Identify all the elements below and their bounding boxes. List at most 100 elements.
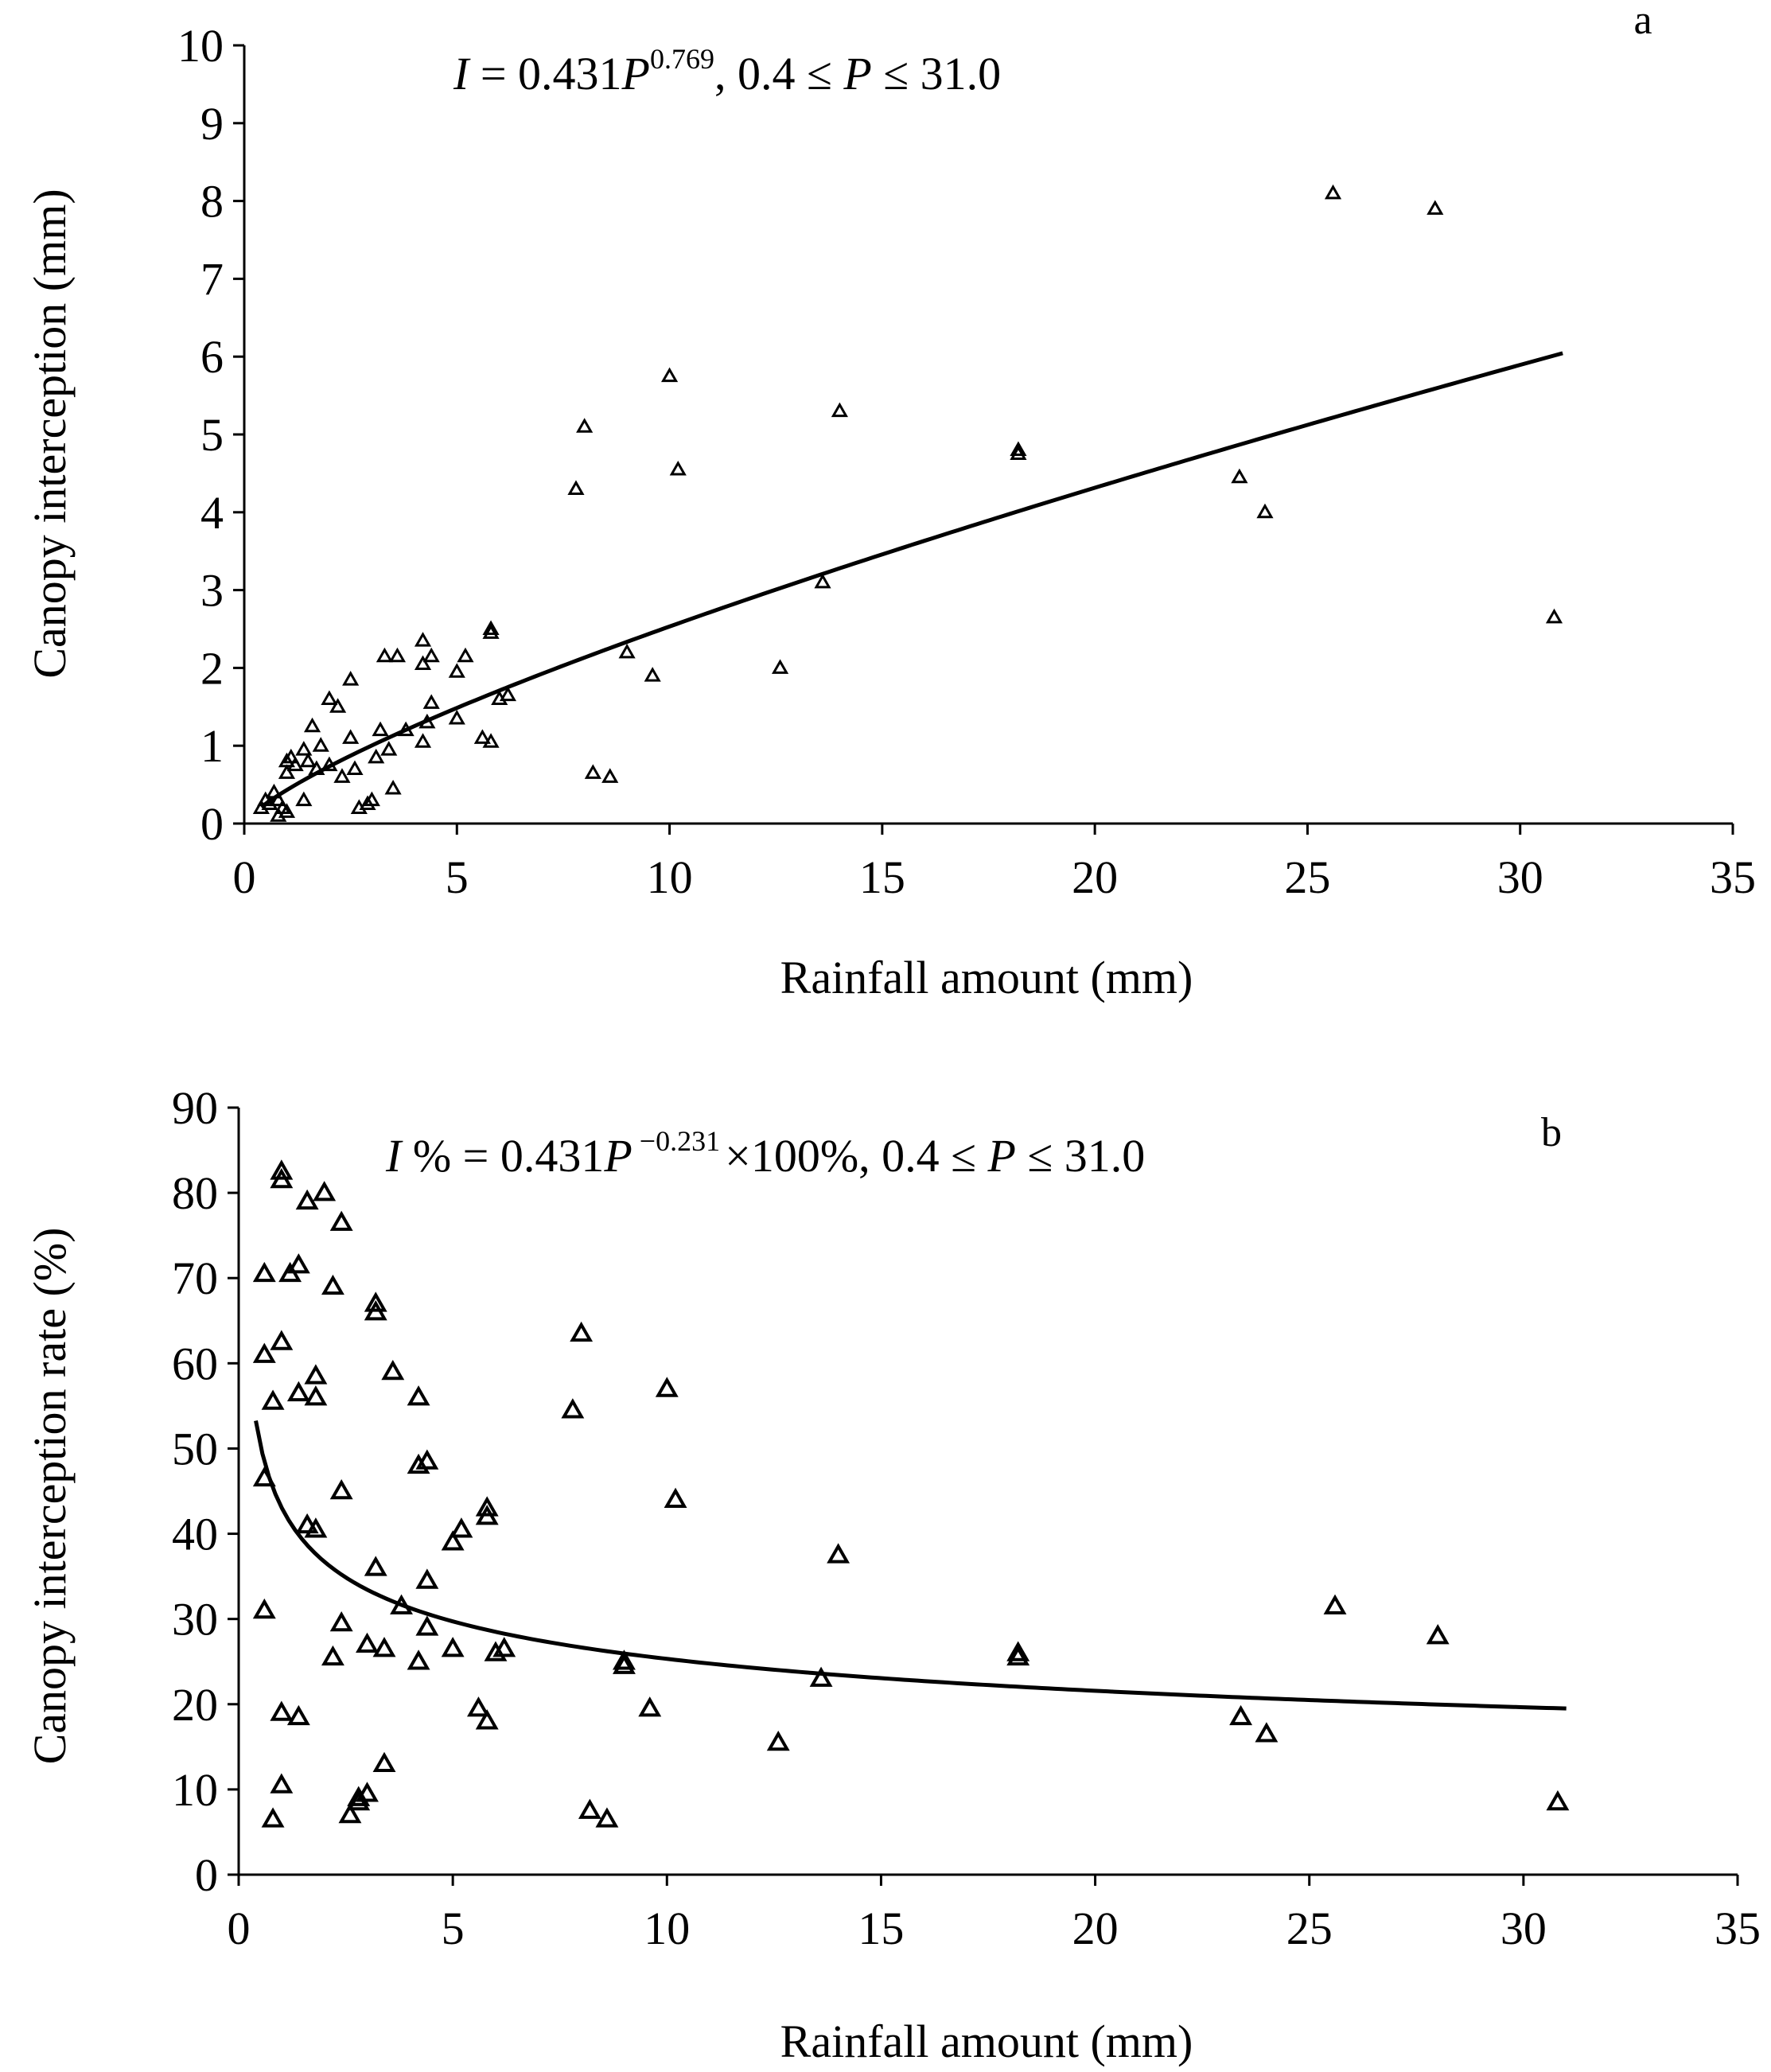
panel-a-fit-curve	[259, 351, 1563, 809]
panel-a-y-tick-label: 4	[200, 487, 224, 539]
panel-a-x-tick-label: 30	[1497, 851, 1543, 903]
panel-b-data-point	[304, 1385, 328, 1406]
panel-a-data-point	[448, 663, 465, 678]
panel-a-x-tick-label: 35	[1710, 851, 1756, 903]
panel-a-data-point	[372, 721, 389, 737]
panel-b-y-tick-label: 70	[172, 1252, 218, 1304]
panel-a-chart: a I = 0.431P0.769, 0.4 ≤ P ≤ 31.0 Rainfa…	[24, 0, 1756, 1003]
panel-b-data-point	[252, 1261, 276, 1283]
panel-b-data-point	[827, 1543, 850, 1564]
panel-b-data-point	[475, 1709, 499, 1730]
panel-a-label: a	[1633, 0, 1652, 43]
panel-b-data-point	[364, 1291, 387, 1312]
panel-b-x-tick-label: 25	[1286, 1903, 1333, 1954]
panel-b-data-point	[270, 1330, 294, 1350]
panel-b-data-point	[450, 1517, 473, 1538]
panel-b-data-point	[415, 1615, 439, 1636]
panel-a-data-point	[321, 690, 338, 706]
panel-a-x-tick-label: 5	[446, 851, 469, 903]
panel-a-data-point	[308, 760, 325, 776]
panel-a-y-tick-label: 1	[200, 720, 224, 772]
panel-b-data-point	[252, 1466, 276, 1487]
panel-b-data-point	[561, 1398, 585, 1419]
panel-a-x-axis-label: Rainfall amount (mm)	[780, 952, 1193, 1003]
panel-b-data-point	[1255, 1722, 1279, 1743]
panel-b-x-tick-label: 0	[228, 1903, 251, 1954]
panel-b-data-point	[415, 1449, 439, 1470]
panel-b-equation: I % = 0.431P −0.231 ×100%, 0.4 ≤ P ≤ 31.0	[385, 1125, 1145, 1182]
panel-a-y-tick-label: 0	[200, 798, 224, 850]
panel-a-data-point	[1256, 503, 1274, 519]
panel-a-data-point	[644, 667, 661, 682]
panel-b-x-tick-label: 35	[1715, 1903, 1761, 1954]
panel-b-label: b	[1541, 1110, 1562, 1155]
panel-a-data-point	[342, 729, 360, 744]
panel-a-data-point	[1324, 184, 1342, 200]
panel-b-data-point	[347, 1786, 371, 1806]
panel-b-y-tick-label: 80	[172, 1167, 218, 1219]
panel-b-data-point	[304, 1517, 328, 1538]
panel-b-y-axis-label: Canopy interception rate (%)	[24, 1228, 76, 1765]
panel-a-x-tick-label: 0	[233, 851, 256, 903]
panel-b-data-point	[390, 1594, 413, 1614]
panel-b-data-point	[286, 1704, 310, 1726]
panel-a-data-point	[295, 791, 313, 807]
panel-b-data-point	[261, 1807, 285, 1828]
panel-a-y-tick-label: 3	[200, 565, 224, 617]
panel-b-chart: b I % = 0.431P −0.231 ×100%, 0.4 ≤ P ≤ 31…	[24, 1082, 1761, 2067]
panel-a-data-point	[1427, 200, 1444, 215]
panel-b-data-point	[356, 1632, 379, 1653]
panel-b-data-point	[321, 1274, 344, 1295]
panel-b-data-point	[1006, 1645, 1030, 1666]
panel-b-data-point	[638, 1696, 662, 1717]
panel-a-x-tick-label: 15	[859, 851, 905, 903]
panel-b-data-point	[372, 1637, 396, 1657]
panel-b-data-point	[441, 1530, 465, 1551]
panel-a-data-point	[414, 655, 432, 671]
panel-a-data-point	[457, 647, 474, 663]
panel-b-data-point	[295, 1513, 319, 1534]
panel-a-data-point	[376, 647, 393, 663]
panel-a-data-point	[333, 768, 351, 783]
panel-a-y-tick-label: 9	[200, 98, 224, 150]
panel-a-data-point	[499, 686, 517, 702]
panel-b-data-point	[364, 1556, 387, 1576]
panel-b-y-tick-label: 40	[172, 1509, 218, 1560]
panel-a-data-point	[346, 760, 364, 776]
panel-b-data-point	[407, 1385, 430, 1406]
panel-b-data-point	[252, 1598, 276, 1619]
panel-a-data-point	[831, 402, 848, 418]
panel-b-data-point	[329, 1478, 353, 1500]
panel-b-data-point	[613, 1653, 636, 1674]
panel-b-y-tick-label: 20	[172, 1679, 218, 1731]
panel-b-data-point	[304, 1364, 328, 1385]
panel-a-data-point	[1231, 468, 1248, 484]
panel-a-data-point	[265, 783, 283, 799]
panel-b-data-point	[809, 1666, 833, 1687]
panel-a-data-point	[397, 721, 415, 737]
panel-a-y-tick-label: 2	[200, 642, 224, 694]
panel-a-data-point	[414, 733, 432, 748]
panel-a-y-tick-label: 10	[177, 20, 224, 72]
panel-a-y-axis-label: Canopy interception (mm)	[24, 189, 76, 678]
panel-b-data-point	[655, 1377, 679, 1397]
panel-a-data-point	[482, 624, 500, 639]
panel-a-data-point	[422, 647, 440, 663]
panel-a-data-point	[669, 460, 687, 476]
panel-a-data-point	[601, 768, 619, 783]
panel-a-data-point	[342, 671, 360, 686]
panel-b-data-point	[270, 1700, 294, 1721]
panel-b-fit-curve	[254, 1420, 1567, 1711]
panel-a-data-point	[473, 729, 491, 744]
panel-b-data-point	[407, 1649, 430, 1670]
panel-b-x-tick-label: 30	[1500, 1903, 1547, 1954]
panel-b-data-point	[466, 1696, 490, 1717]
panel-b-data-point	[1546, 1790, 1570, 1811]
panel-b-x-tick-label: 5	[442, 1903, 465, 1954]
panel-a-data-point	[1010, 445, 1027, 460]
panel-b-data-point	[270, 1773, 294, 1794]
panel-b-data-point	[295, 1189, 319, 1210]
panel-b-y-tick-label: 50	[172, 1423, 218, 1474]
panel-b-x-tick-label: 10	[644, 1903, 690, 1954]
